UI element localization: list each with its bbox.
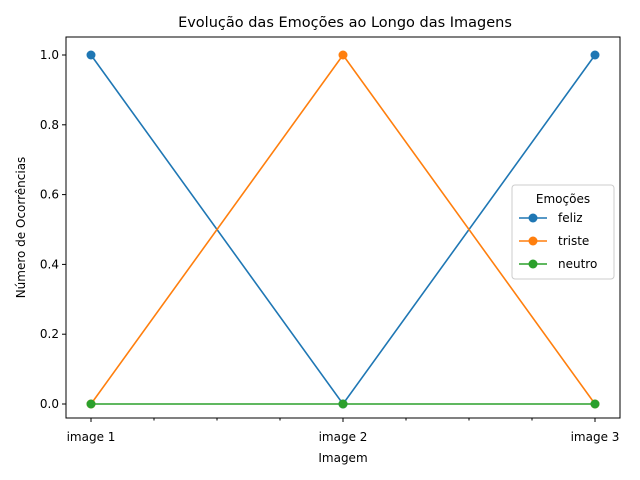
- y-tick-label: 0.0: [40, 397, 59, 411]
- chart-title: Evolução das Emoções ao Longo das Imagen…: [178, 15, 512, 31]
- series-lines: [86, 50, 600, 409]
- x-tick-label: image 3: [571, 430, 620, 444]
- legend-title: Emoções: [536, 192, 590, 206]
- x-axis: image 1 image 2 image 3: [67, 418, 620, 444]
- legend-label-neutro: neutro: [558, 257, 597, 271]
- y-axis: 0.0 0.2 0.4 0.6 0.8 1.0: [40, 48, 66, 411]
- data-point-neutro: [338, 399, 348, 409]
- legend-label-feliz: feliz: [558, 211, 583, 225]
- y-tick-label: 0.2: [40, 327, 59, 341]
- legend-label-triste: triste: [558, 234, 589, 248]
- legend-marker-neutro: [528, 259, 538, 269]
- x-axis-label: Imagem: [318, 451, 367, 465]
- y-axis-label: Número de Ocorrências: [14, 157, 28, 299]
- y-tick-label: 0.6: [40, 188, 59, 202]
- y-tick-label: 0.4: [40, 257, 59, 271]
- data-point-neutro: [590, 399, 600, 409]
- data-point-feliz: [86, 50, 96, 60]
- data-point-feliz: [590, 50, 600, 60]
- x-tick-label: image 2: [319, 430, 368, 444]
- legend: Emoções feliz triste neutro: [511, 184, 615, 280]
- legend-box: [511, 184, 615, 280]
- data-point-triste: [338, 50, 348, 60]
- y-tick-label: 0.8: [40, 118, 59, 132]
- y-tick-label: 1.0: [40, 48, 59, 62]
- x-tick-label: image 1: [67, 430, 116, 444]
- legend-marker-triste: [528, 236, 538, 246]
- data-point-neutro: [86, 399, 96, 409]
- legend-marker-feliz: [528, 213, 538, 223]
